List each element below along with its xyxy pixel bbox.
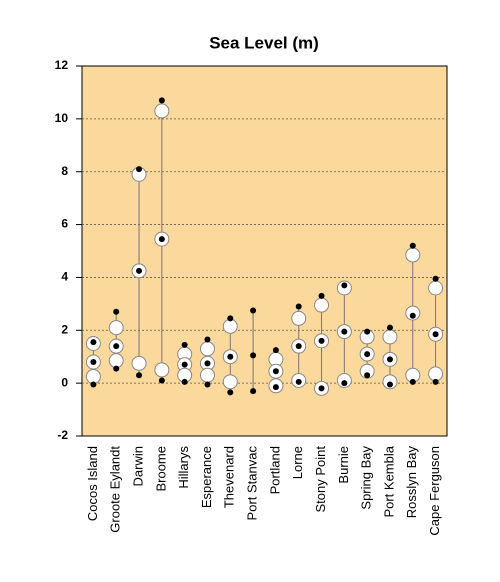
y-tick-label: 2 [61, 322, 68, 336]
level-circle [291, 310, 307, 326]
y-tick-label: 10 [55, 111, 69, 125]
level-circle [222, 374, 238, 390]
level-circle [199, 341, 215, 357]
y-tick-label: 8 [61, 164, 68, 178]
level-dot [90, 339, 97, 346]
chart-title: Sea Level (m) [209, 33, 319, 52]
y-tick-label: -2 [57, 428, 68, 442]
x-tick-label: Hillarys [176, 446, 191, 489]
level-dot [227, 353, 234, 360]
level-dot [204, 381, 211, 388]
level-dot [272, 384, 279, 391]
level-dot [113, 343, 120, 350]
level-dot [181, 378, 188, 385]
x-tick-label: Cape Ferguson [427, 446, 442, 536]
x-tick-label: Cocos Island [85, 446, 100, 521]
level-dot [113, 365, 120, 372]
x-tick-label: Esperance [199, 446, 214, 508]
level-dot [386, 356, 393, 363]
level-circle [314, 297, 330, 313]
x-tick-label: Groote Eylandt [108, 446, 123, 533]
level-dot [295, 303, 302, 310]
level-dot [204, 360, 211, 367]
x-tick-label: Thevenard [222, 446, 237, 508]
level-dot [204, 336, 211, 343]
level-dot [181, 361, 188, 368]
level-dot [409, 312, 416, 319]
level-circle [405, 247, 421, 263]
level-dot [295, 343, 302, 350]
level-dot [318, 385, 325, 392]
x-tick-label: Darwin [130, 446, 145, 486]
level-dot [136, 166, 143, 173]
plot-area [81, 65, 448, 437]
x-tick-label: Lorne [290, 446, 305, 479]
level-circle [108, 353, 124, 369]
y-tick-label: 12 [55, 58, 69, 72]
level-dot [341, 380, 348, 387]
level-dot [272, 368, 279, 375]
level-dot [364, 372, 371, 379]
level-circle [382, 329, 398, 345]
x-tick-label: Broome [153, 446, 168, 492]
x-tick-label: Port Kembla [381, 445, 396, 517]
x-tick-label: Port Stanvac [245, 446, 260, 521]
level-circle [131, 355, 147, 371]
level-circle [85, 369, 101, 385]
level-dot [250, 307, 257, 314]
level-dot [227, 389, 234, 396]
level-dot [113, 308, 120, 315]
level-circle [154, 362, 170, 378]
level-dot [386, 324, 393, 331]
y-tick-label: 0 [61, 375, 68, 389]
level-dot [158, 236, 165, 243]
level-dot [250, 352, 257, 359]
level-dot [181, 341, 188, 348]
level-circle [108, 320, 124, 336]
level-dot [272, 347, 279, 354]
level-dot [90, 359, 97, 365]
level-circle [222, 318, 238, 334]
level-dot [158, 97, 165, 104]
level-dot [409, 378, 416, 385]
x-tick-label: Rosslyn Bay [404, 446, 419, 519]
level-dot [432, 331, 439, 338]
level-dot [341, 282, 348, 289]
level-circle [428, 280, 444, 296]
level-dot [158, 377, 165, 384]
x-tick-label: Burnie [336, 446, 351, 484]
level-dot [295, 378, 302, 385]
level-dot [136, 267, 143, 274]
level-circle [359, 363, 375, 379]
level-dot [318, 337, 325, 344]
level-dot [136, 372, 143, 379]
level-dot [432, 275, 439, 282]
level-dot [250, 388, 257, 395]
x-tick-label: Stony Point [313, 446, 328, 513]
level-dot [364, 351, 371, 358]
level-circle [428, 366, 444, 382]
level-dot [364, 328, 371, 335]
level-circle [199, 367, 215, 383]
y-tick-label: 4 [61, 270, 68, 284]
x-tick-label: Portland [267, 446, 282, 494]
y-tick-label: 6 [61, 217, 68, 231]
level-dot [386, 381, 393, 388]
level-dot [227, 315, 234, 322]
level-dot [409, 242, 416, 249]
level-dot [341, 328, 348, 335]
x-tick-label: Spring Bay [359, 446, 374, 510]
level-dot [432, 378, 439, 385]
level-dot [90, 381, 97, 388]
level-dot [318, 292, 325, 299]
level-circle [154, 103, 170, 119]
